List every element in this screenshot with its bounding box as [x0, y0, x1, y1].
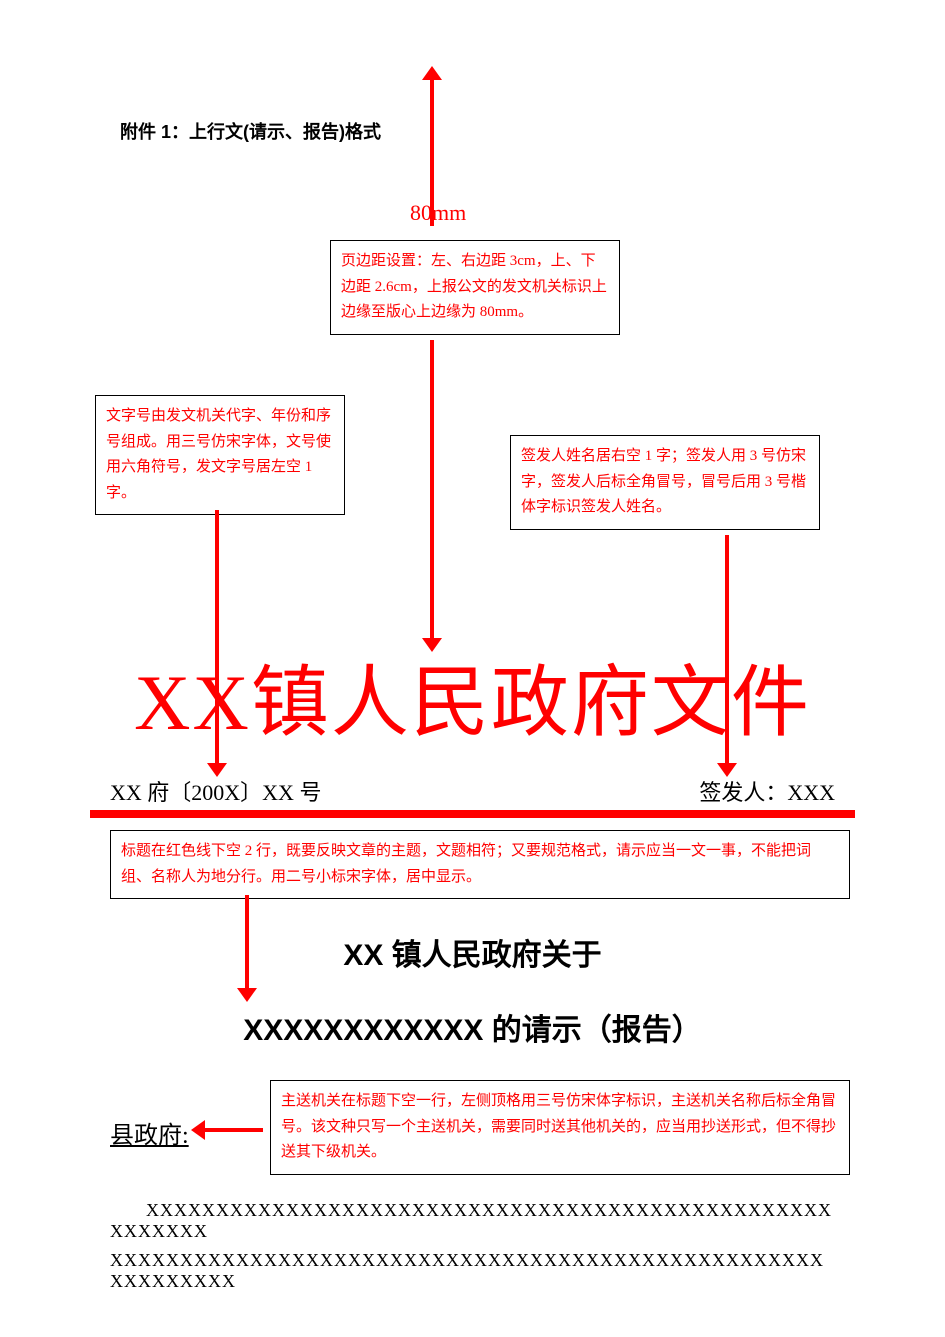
body-text-line: XXXXXXXXXXXXXXXXXXXXXXXXXXXXXXXXXXXXXXXX… — [110, 1200, 835, 1242]
signer-label: 签发人： — [699, 780, 787, 805]
recipient-label: 县政府: — [110, 1115, 189, 1150]
document-header: XX镇人民政府文件 — [0, 640, 945, 752]
arrow-left-icon — [203, 1128, 263, 1132]
document-title-line2: XXXXXXXXXXXX 的请示（报告） — [0, 1005, 945, 1049]
attachment-title: 附件 1：上行文(请示、报告)格式 — [120, 118, 381, 144]
document-page: 附件 1：上行文(请示、报告)格式 80mm 页边距设置：左、右边距 3cm，上… — [0, 0, 945, 1337]
note-docnum-box: 文字号由发文机关代字、年份和序号组成。用三号仿宋字体，文号使用六角符号，发文字号… — [95, 395, 345, 515]
docnum-signer-line: XX 府〔200X〕XX 号 签发人：XXX — [110, 775, 835, 807]
margin-80mm-label: 80mm — [410, 200, 466, 226]
document-title-line1: XX 镇人民政府关于 — [0, 930, 945, 974]
red-separator-line — [90, 810, 855, 818]
note-recipient-box: 主送机关在标题下空一行，左侧顶格用三号仿宋体字标识，主送机关名称后标全角冒号。该… — [270, 1080, 850, 1175]
arrow-down-icon — [430, 340, 434, 640]
document-number: XX 府〔200X〕XX 号 — [110, 775, 321, 807]
note-title-box: 标题在红色线下空 2 行，既要反映文章的主题，文题相符；又要规范格式，请示应当一… — [110, 830, 850, 899]
body-text-line: XXXXXXXXXXXXXXXXXXXXXXXXXXXXXXXXXXXXXXXX… — [110, 1250, 835, 1292]
note-margin-box: 页边距设置：左、右边距 3cm，上、下边距 2.6cm，上报公文的发文机关标识上… — [330, 240, 620, 335]
note-signer-box: 签发人姓名居右空 1 字；签发人用 3 号仿宋字，签发人后标全角冒号，冒号后用 … — [510, 435, 820, 530]
signer-block: 签发人：XXX — [699, 775, 835, 807]
signer-name: XXX — [787, 780, 835, 805]
